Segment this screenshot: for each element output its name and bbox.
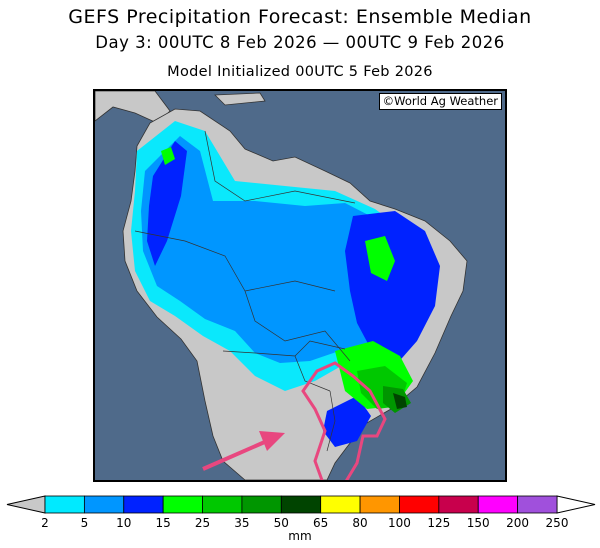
- country-borders: [134, 130, 356, 452]
- highlight-outline: [301, 361, 387, 480]
- colorbar-tick-label: 5: [81, 516, 89, 530]
- colorbar-tick-label: 100: [388, 516, 411, 530]
- colorbar-unit: mm: [288, 529, 312, 543]
- colorbar-tick-label: 10: [116, 516, 131, 530]
- colorbar-segment: [162, 495, 203, 514]
- map-title: GEFS Precipitation Forecast: Ensemble Me…: [68, 6, 532, 28]
- colorbar-tick-label: 50: [274, 516, 289, 530]
- caribbean-island: [214, 92, 266, 106]
- colorbar-tick-label: 125: [427, 516, 450, 530]
- colorbar-tick-label: 80: [352, 516, 367, 530]
- map-canvas: [95, 91, 505, 480]
- colorbar-segment: [280, 495, 322, 514]
- colorbar-tick-label: 65: [313, 516, 328, 530]
- precip-50-65mm: [393, 393, 407, 409]
- colorbar-tick-label: 150: [467, 516, 490, 530]
- colorbar-tick-label: 15: [156, 516, 171, 530]
- forecast-period: Day 3: 00UTC 8 Feb 2026 — 00UTC 9 Feb 20…: [95, 33, 505, 52]
- colorbar-segment: [83, 495, 125, 514]
- colorbar-segment: [517, 495, 558, 514]
- precip-5-10mm: [141, 136, 400, 363]
- colorbar-tick-label: 200: [506, 516, 529, 530]
- precip-15-25mm-colombia: [161, 147, 175, 165]
- colorbar-segment: [320, 495, 361, 514]
- colorbar: 2 5 10 15 25 35 50 65 80 100 125 150 200 250: [6, 495, 596, 530]
- precip-10-15mm-andes: [147, 141, 187, 266]
- colorbar-over-triangle: [556, 495, 596, 514]
- colorbar-segment: [202, 495, 243, 514]
- model-init-time: Model Initialized 00UTC 5 Feb 2026: [167, 64, 433, 80]
- colorbar-segment: [123, 495, 164, 514]
- colorbar-tick-label: 2: [41, 516, 49, 530]
- colorbar-tick-label: 25: [195, 516, 210, 530]
- precip-shading: [131, 121, 440, 447]
- colorbar-segment: [399, 495, 440, 514]
- precipitation-map: ©World Ag Weather: [93, 89, 507, 482]
- precip-15-25mm: [365, 236, 395, 281]
- colorbar-segment: [359, 495, 400, 514]
- precip-10-15mm-south: [323, 396, 371, 447]
- colorbar-tick-label: 35: [234, 516, 249, 530]
- central-america-land: [95, 91, 171, 124]
- colorbar-tick-label: 250: [546, 516, 569, 530]
- colorbar-segment: [477, 495, 519, 514]
- colorbar-segment: [241, 495, 282, 514]
- colorbar-segment: [438, 495, 479, 514]
- colorbar-under-triangle: [6, 495, 46, 514]
- highlight-arrow: [202, 431, 285, 471]
- credit-label: ©World Ag Weather: [378, 93, 502, 110]
- colorbar-segment: [44, 495, 85, 514]
